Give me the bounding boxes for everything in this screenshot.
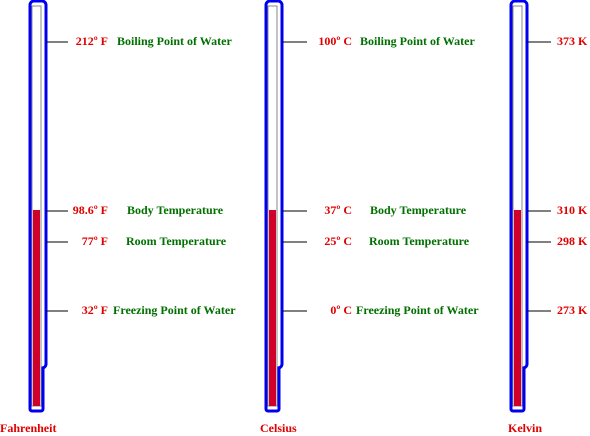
scale-name: Celsius [260, 421, 297, 435]
temperature-reading: 37º C [324, 203, 352, 217]
temperature-reading: 0º C [330, 303, 352, 317]
temperature-reading: 100º C [318, 34, 352, 48]
reference-point: Freezing Point of Water [356, 303, 479, 317]
temperature-reading: 212º F [76, 34, 108, 48]
temperature-reading: 373 K [557, 34, 588, 48]
mercury [269, 210, 276, 406]
mercury [514, 210, 521, 406]
temperature-reading: 25º C [324, 234, 352, 248]
reference-point: Body Temperature [127, 203, 224, 217]
reference-point: Room Temperature [126, 234, 227, 248]
scale-name: Fahrenheit [0, 421, 56, 435]
temperature-reading: 77º F [82, 234, 108, 248]
reference-point: Boiling Point of Water [360, 34, 475, 48]
temperature-reading: 32º F [82, 303, 108, 317]
temperature-reading: 273 K [557, 303, 588, 317]
temperature-reading: 298 K [557, 234, 588, 248]
reference-point: Boiling Point of Water [117, 34, 232, 48]
reference-point: Body Temperature [370, 203, 467, 217]
mercury [33, 210, 40, 406]
temperature-reading: 98.6º F [73, 203, 108, 217]
scale-name: Kelvin [508, 421, 542, 435]
temperature-reading: 310 K [557, 203, 588, 217]
reference-point: Room Temperature [369, 234, 470, 248]
reference-point: Freezing Point of Water [113, 303, 236, 317]
